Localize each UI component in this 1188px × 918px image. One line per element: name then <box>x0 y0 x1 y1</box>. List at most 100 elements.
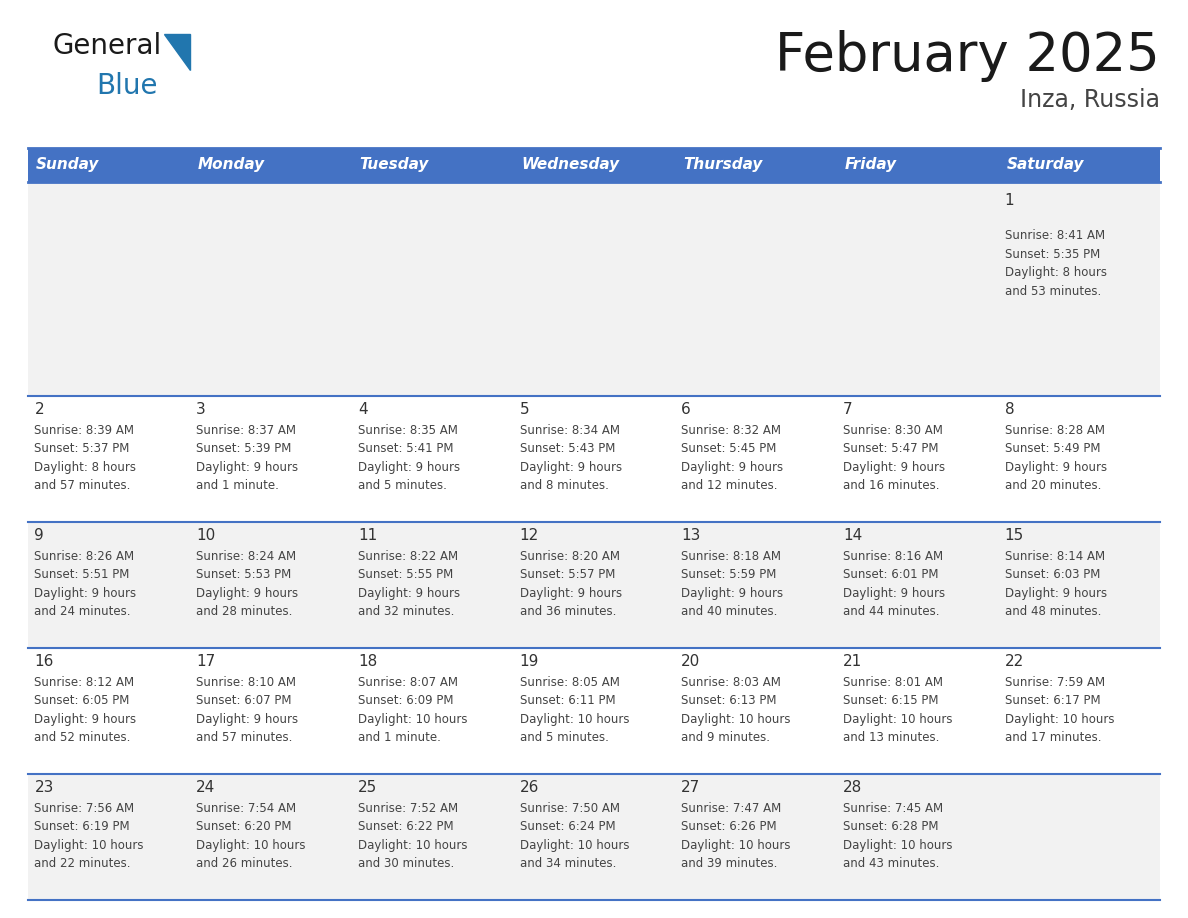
FancyBboxPatch shape <box>513 182 675 397</box>
Text: Sunrise: 8:24 AM
Sunset: 5:53 PM
Daylight: 9 hours
and 28 minutes.: Sunrise: 8:24 AM Sunset: 5:53 PM Dayligh… <box>196 550 298 619</box>
Text: Tuesday: Tuesday <box>360 158 429 173</box>
FancyBboxPatch shape <box>190 397 352 522</box>
FancyBboxPatch shape <box>352 182 513 397</box>
FancyBboxPatch shape <box>675 397 836 522</box>
Text: Sunrise: 8:26 AM
Sunset: 5:51 PM
Daylight: 9 hours
and 24 minutes.: Sunrise: 8:26 AM Sunset: 5:51 PM Dayligh… <box>34 550 137 619</box>
FancyBboxPatch shape <box>513 148 675 182</box>
Text: 25: 25 <box>358 780 377 795</box>
Text: Sunrise: 8:34 AM
Sunset: 5:43 PM
Daylight: 9 hours
and 8 minutes.: Sunrise: 8:34 AM Sunset: 5:43 PM Dayligh… <box>519 424 621 492</box>
Text: 24: 24 <box>196 780 215 795</box>
Text: Sunrise: 7:50 AM
Sunset: 6:24 PM
Daylight: 10 hours
and 34 minutes.: Sunrise: 7:50 AM Sunset: 6:24 PM Dayligh… <box>519 801 630 870</box>
FancyBboxPatch shape <box>998 182 1159 397</box>
FancyBboxPatch shape <box>675 148 836 182</box>
Text: 11: 11 <box>358 529 377 543</box>
Text: 8: 8 <box>1005 402 1015 418</box>
Text: Thursday: Thursday <box>683 158 763 173</box>
Text: Sunrise: 8:22 AM
Sunset: 5:55 PM
Daylight: 9 hours
and 32 minutes.: Sunrise: 8:22 AM Sunset: 5:55 PM Dayligh… <box>358 550 460 619</box>
Text: Sunrise: 8:20 AM
Sunset: 5:57 PM
Daylight: 9 hours
and 36 minutes.: Sunrise: 8:20 AM Sunset: 5:57 PM Dayligh… <box>519 550 621 619</box>
FancyBboxPatch shape <box>675 522 836 648</box>
FancyBboxPatch shape <box>352 648 513 774</box>
FancyBboxPatch shape <box>675 648 836 774</box>
Text: 4: 4 <box>358 402 367 418</box>
Text: Wednesday: Wednesday <box>522 158 619 173</box>
Text: Saturday: Saturday <box>1006 158 1083 173</box>
Text: Sunday: Sunday <box>36 158 100 173</box>
Text: February 2025: February 2025 <box>776 30 1159 82</box>
FancyBboxPatch shape <box>352 522 513 648</box>
FancyBboxPatch shape <box>190 774 352 900</box>
Text: Sunrise: 7:52 AM
Sunset: 6:22 PM
Daylight: 10 hours
and 30 minutes.: Sunrise: 7:52 AM Sunset: 6:22 PM Dayligh… <box>358 801 467 870</box>
FancyBboxPatch shape <box>513 522 675 648</box>
Text: Sunrise: 8:35 AM
Sunset: 5:41 PM
Daylight: 9 hours
and 5 minutes.: Sunrise: 8:35 AM Sunset: 5:41 PM Dayligh… <box>358 424 460 492</box>
Text: 10: 10 <box>196 529 215 543</box>
Text: General: General <box>52 32 162 60</box>
FancyBboxPatch shape <box>352 148 513 182</box>
FancyBboxPatch shape <box>190 522 352 648</box>
FancyBboxPatch shape <box>998 648 1159 774</box>
Text: 21: 21 <box>843 655 862 669</box>
Text: Sunrise: 7:59 AM
Sunset: 6:17 PM
Daylight: 10 hours
and 17 minutes.: Sunrise: 7:59 AM Sunset: 6:17 PM Dayligh… <box>1005 676 1114 744</box>
Text: 6: 6 <box>682 402 691 418</box>
Text: Sunrise: 7:56 AM
Sunset: 6:19 PM
Daylight: 10 hours
and 22 minutes.: Sunrise: 7:56 AM Sunset: 6:19 PM Dayligh… <box>34 801 144 870</box>
Text: 14: 14 <box>843 529 862 543</box>
Text: Sunrise: 8:28 AM
Sunset: 5:49 PM
Daylight: 9 hours
and 20 minutes.: Sunrise: 8:28 AM Sunset: 5:49 PM Dayligh… <box>1005 424 1107 492</box>
FancyBboxPatch shape <box>352 397 513 522</box>
Text: Sunrise: 8:37 AM
Sunset: 5:39 PM
Daylight: 9 hours
and 1 minute.: Sunrise: 8:37 AM Sunset: 5:39 PM Dayligh… <box>196 424 298 492</box>
Text: Sunrise: 8:16 AM
Sunset: 6:01 PM
Daylight: 9 hours
and 44 minutes.: Sunrise: 8:16 AM Sunset: 6:01 PM Dayligh… <box>843 550 946 619</box>
Text: Blue: Blue <box>96 72 158 100</box>
FancyBboxPatch shape <box>998 397 1159 522</box>
FancyBboxPatch shape <box>836 182 998 397</box>
FancyBboxPatch shape <box>190 148 352 182</box>
Text: 15: 15 <box>1005 529 1024 543</box>
Text: 2: 2 <box>34 402 44 418</box>
Text: Sunrise: 8:12 AM
Sunset: 6:05 PM
Daylight: 9 hours
and 52 minutes.: Sunrise: 8:12 AM Sunset: 6:05 PM Dayligh… <box>34 676 137 744</box>
Polygon shape <box>164 34 190 70</box>
Text: 1: 1 <box>1005 193 1015 207</box>
FancyBboxPatch shape <box>836 397 998 522</box>
Text: Sunrise: 8:05 AM
Sunset: 6:11 PM
Daylight: 10 hours
and 5 minutes.: Sunrise: 8:05 AM Sunset: 6:11 PM Dayligh… <box>519 676 630 744</box>
Text: Monday: Monday <box>197 158 265 173</box>
Text: 19: 19 <box>519 655 539 669</box>
Text: Sunrise: 8:32 AM
Sunset: 5:45 PM
Daylight: 9 hours
and 12 minutes.: Sunrise: 8:32 AM Sunset: 5:45 PM Dayligh… <box>682 424 783 492</box>
FancyBboxPatch shape <box>675 774 836 900</box>
Text: Inza, Russia: Inza, Russia <box>1020 88 1159 112</box>
FancyBboxPatch shape <box>190 182 352 397</box>
Text: 12: 12 <box>519 529 539 543</box>
FancyBboxPatch shape <box>836 774 998 900</box>
Text: 3: 3 <box>196 402 206 418</box>
Text: Sunrise: 8:30 AM
Sunset: 5:47 PM
Daylight: 9 hours
and 16 minutes.: Sunrise: 8:30 AM Sunset: 5:47 PM Dayligh… <box>843 424 946 492</box>
FancyBboxPatch shape <box>836 522 998 648</box>
FancyBboxPatch shape <box>190 648 352 774</box>
Text: 28: 28 <box>843 780 862 795</box>
FancyBboxPatch shape <box>513 397 675 522</box>
FancyBboxPatch shape <box>998 774 1159 900</box>
Text: Sunrise: 8:41 AM
Sunset: 5:35 PM
Daylight: 8 hours
and 53 minutes.: Sunrise: 8:41 AM Sunset: 5:35 PM Dayligh… <box>1005 230 1107 297</box>
Text: Sunrise: 7:54 AM
Sunset: 6:20 PM
Daylight: 10 hours
and 26 minutes.: Sunrise: 7:54 AM Sunset: 6:20 PM Dayligh… <box>196 801 305 870</box>
FancyBboxPatch shape <box>29 182 190 397</box>
Text: Sunrise: 7:47 AM
Sunset: 6:26 PM
Daylight: 10 hours
and 39 minutes.: Sunrise: 7:47 AM Sunset: 6:26 PM Dayligh… <box>682 801 791 870</box>
FancyBboxPatch shape <box>29 522 190 648</box>
Text: Sunrise: 8:07 AM
Sunset: 6:09 PM
Daylight: 10 hours
and 1 minute.: Sunrise: 8:07 AM Sunset: 6:09 PM Dayligh… <box>358 676 467 744</box>
FancyBboxPatch shape <box>675 182 836 397</box>
Text: Friday: Friday <box>845 158 897 173</box>
Text: 9: 9 <box>34 529 44 543</box>
Text: 23: 23 <box>34 780 53 795</box>
FancyBboxPatch shape <box>836 148 998 182</box>
FancyBboxPatch shape <box>513 648 675 774</box>
Text: 18: 18 <box>358 655 377 669</box>
Text: Sunrise: 8:14 AM
Sunset: 6:03 PM
Daylight: 9 hours
and 48 minutes.: Sunrise: 8:14 AM Sunset: 6:03 PM Dayligh… <box>1005 550 1107 619</box>
FancyBboxPatch shape <box>998 522 1159 648</box>
Text: 17: 17 <box>196 655 215 669</box>
Text: 16: 16 <box>34 655 53 669</box>
Text: Sunrise: 8:18 AM
Sunset: 5:59 PM
Daylight: 9 hours
and 40 minutes.: Sunrise: 8:18 AM Sunset: 5:59 PM Dayligh… <box>682 550 783 619</box>
FancyBboxPatch shape <box>836 648 998 774</box>
FancyBboxPatch shape <box>29 774 190 900</box>
FancyBboxPatch shape <box>998 148 1159 182</box>
FancyBboxPatch shape <box>513 774 675 900</box>
FancyBboxPatch shape <box>29 397 190 522</box>
Text: 27: 27 <box>682 780 701 795</box>
Text: Sunrise: 8:01 AM
Sunset: 6:15 PM
Daylight: 10 hours
and 13 minutes.: Sunrise: 8:01 AM Sunset: 6:15 PM Dayligh… <box>843 676 953 744</box>
Text: 26: 26 <box>519 780 539 795</box>
Text: Sunrise: 8:03 AM
Sunset: 6:13 PM
Daylight: 10 hours
and 9 minutes.: Sunrise: 8:03 AM Sunset: 6:13 PM Dayligh… <box>682 676 791 744</box>
Text: 20: 20 <box>682 655 701 669</box>
